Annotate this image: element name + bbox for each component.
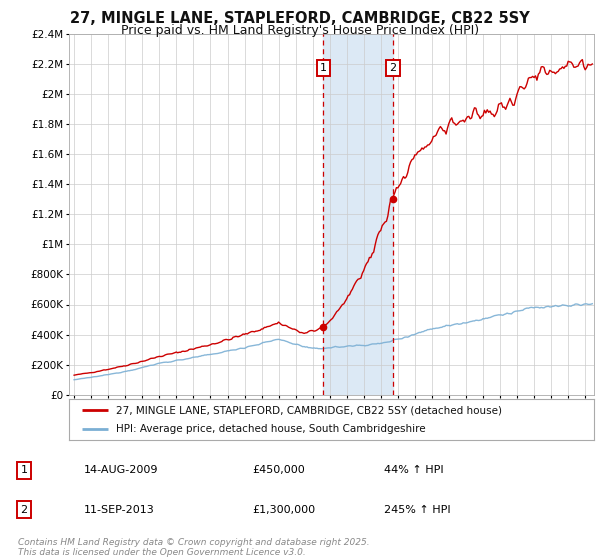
- Text: £1,300,000: £1,300,000: [252, 505, 315, 515]
- Text: £450,000: £450,000: [252, 465, 305, 475]
- Text: Contains HM Land Registry data © Crown copyright and database right 2025.
This d: Contains HM Land Registry data © Crown c…: [18, 538, 370, 557]
- Text: 1: 1: [20, 465, 28, 475]
- Text: 1: 1: [320, 63, 327, 73]
- Bar: [323, 34, 393, 395]
- Text: HPI: Average price, detached house, South Cambridgeshire: HPI: Average price, detached house, Sout…: [116, 424, 426, 433]
- Text: 2: 2: [20, 505, 28, 515]
- Text: 11-SEP-2013: 11-SEP-2013: [84, 505, 155, 515]
- Text: 245% ↑ HPI: 245% ↑ HPI: [384, 505, 451, 515]
- Text: 27, MINGLE LANE, STAPLEFORD, CAMBRIDGE, CB22 5SY: 27, MINGLE LANE, STAPLEFORD, CAMBRIDGE, …: [70, 11, 530, 26]
- Text: 44% ↑ HPI: 44% ↑ HPI: [384, 465, 443, 475]
- Text: 27, MINGLE LANE, STAPLEFORD, CAMBRIDGE, CB22 5SY (detached house): 27, MINGLE LANE, STAPLEFORD, CAMBRIDGE, …: [116, 405, 502, 415]
- Text: 14-AUG-2009: 14-AUG-2009: [84, 465, 158, 475]
- Text: 2: 2: [389, 63, 397, 73]
- Text: Price paid vs. HM Land Registry's House Price Index (HPI): Price paid vs. HM Land Registry's House …: [121, 24, 479, 36]
